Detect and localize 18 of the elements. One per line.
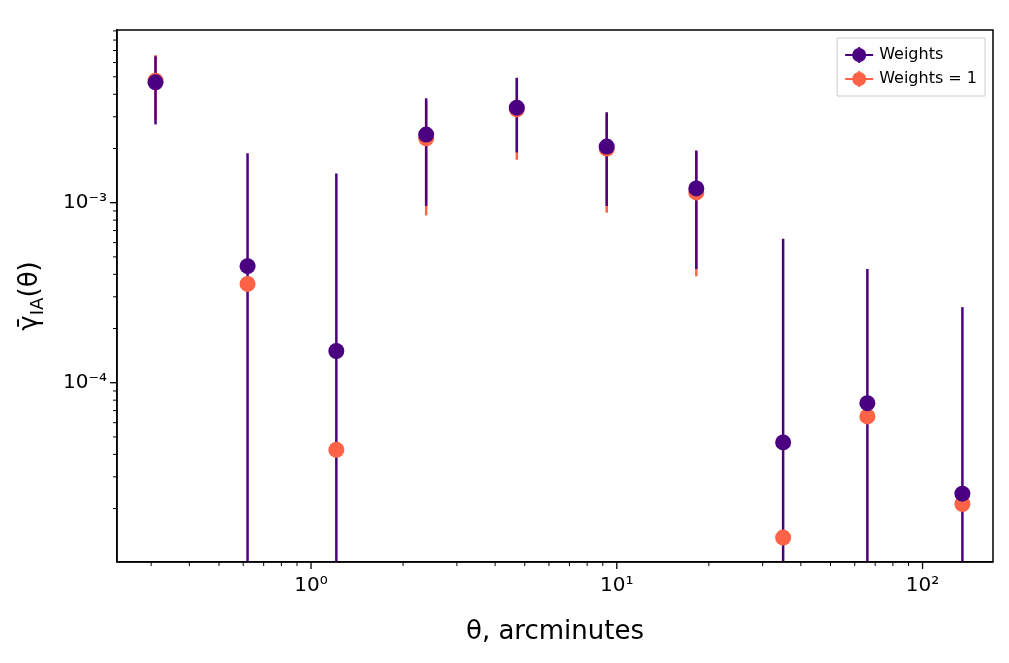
legend-label: Weights — [879, 44, 944, 64]
point — [775, 434, 792, 451]
point — [418, 126, 435, 143]
y-tick-label: 10⁻³ — [62, 188, 108, 213]
point — [688, 180, 705, 197]
x-tick-label: 10¹ — [600, 572, 634, 597]
y-tick-label: 10⁻⁴ — [62, 368, 108, 393]
x-tick-label: 10² — [905, 572, 940, 597]
point — [328, 441, 345, 458]
point — [239, 258, 256, 275]
y-axis-title: γ̄IA(θ) — [12, 261, 47, 331]
point — [775, 529, 792, 546]
x-axis-title: θ, arcminutes — [466, 614, 645, 645]
point — [239, 275, 256, 292]
point — [954, 485, 971, 502]
point — [328, 343, 345, 360]
legend-label: Weights = 1 — [879, 68, 978, 88]
x-tick-label: 10⁰ — [294, 572, 328, 597]
